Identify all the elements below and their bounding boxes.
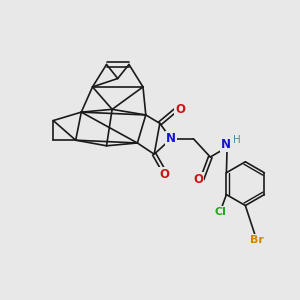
Text: N: N [221,139,231,152]
Text: O: O [159,168,169,181]
Text: Cl: Cl [214,207,226,217]
Text: O: O [194,173,203,186]
Text: H: H [233,135,241,145]
Text: O: O [175,103,185,116]
Text: N: N [166,132,176,145]
Text: Br: Br [250,235,263,245]
